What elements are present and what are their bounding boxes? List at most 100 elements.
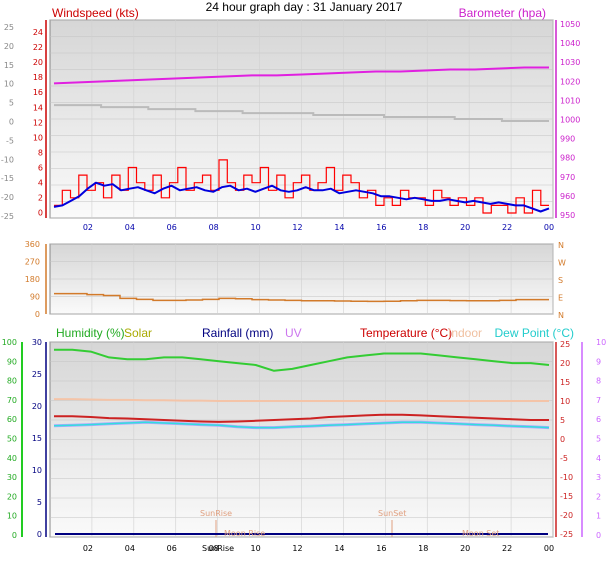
baro-right-tick: 1010 xyxy=(560,96,580,105)
humidity-left-tick: 90 xyxy=(7,357,17,366)
direction-right-tick: S xyxy=(558,276,563,285)
annotation-sunrise-axis: SunRise xyxy=(202,544,234,553)
rain-left-tick: 30 xyxy=(32,338,42,347)
outer-left-tick: 25 xyxy=(4,23,14,32)
rain-left-tick: 15 xyxy=(32,434,42,443)
temp-right-tick: -10 xyxy=(560,473,573,482)
rain-left-tick: 10 xyxy=(32,466,42,475)
temp-right-tick: -25 xyxy=(560,530,573,539)
humidity-left-tick: 30 xyxy=(7,473,17,482)
windspeed-label: Windspeed (kts) xyxy=(52,6,139,20)
legend-uv: UV xyxy=(285,326,302,340)
outer-left-tick: 5 xyxy=(9,99,14,108)
baro-right-tick: 1030 xyxy=(560,58,580,67)
wind-left-tick: 22 xyxy=(33,43,43,52)
weather-x-tick: 10 xyxy=(250,544,260,553)
baro-right-tick: 950 xyxy=(560,211,575,220)
outer-left-tick: -10 xyxy=(1,155,14,164)
wind-x-tick: 22 xyxy=(502,223,512,232)
indoor-temp-line xyxy=(54,398,549,402)
temp-right-tick: 20 xyxy=(560,359,570,368)
dewpoint-line xyxy=(53,421,550,429)
wind-left-tick: 6 xyxy=(38,163,43,172)
uv-right-tick: 4 xyxy=(596,454,601,463)
wind-x-tick: 18 xyxy=(418,223,428,232)
humidity-line xyxy=(54,348,550,372)
wind-x-tick: 08 xyxy=(209,223,219,232)
wind-left-tick: 24 xyxy=(33,28,43,37)
baro-right-tick: 1040 xyxy=(560,39,580,48)
direction-right-tick: W xyxy=(558,259,566,268)
humidity-left-tick: 10 xyxy=(7,512,17,521)
legend-rainfall: Rainfall (mm) xyxy=(202,326,273,340)
wind-x-tick: 02 xyxy=(83,223,93,232)
baro-right-tick: 980 xyxy=(560,154,575,163)
wind-left-tick: 2 xyxy=(38,194,43,203)
weather-x-tick: 16 xyxy=(376,544,386,553)
barometer-line xyxy=(53,66,549,85)
humidity-left-tick: 100 xyxy=(2,338,17,347)
temperature-line xyxy=(54,413,549,423)
wind-left-tick: 14 xyxy=(33,103,43,112)
weather-x-tick: 00 xyxy=(544,544,554,553)
uv-right-tick: 5 xyxy=(596,435,601,444)
direction-right-tick: E xyxy=(558,294,563,303)
annotation-moonrise: Moon Rise xyxy=(224,529,265,538)
wind-left-tick: 4 xyxy=(38,179,43,188)
wind-left-tick: 10 xyxy=(33,133,43,142)
wind-direction-line xyxy=(54,292,549,303)
weather-x-tick: 04 xyxy=(125,544,135,553)
annotation-sunset: SunSet xyxy=(378,509,406,518)
humidity-left-tick: 0 xyxy=(12,531,17,540)
uv-right-tick: 10 xyxy=(596,338,606,347)
direction-left-tick: 270 xyxy=(25,258,40,267)
direction-left-tick: 360 xyxy=(25,240,40,249)
weather-x-tick: 18 xyxy=(418,544,428,553)
direction-right-tick: N xyxy=(558,241,564,250)
outer-left-tick: -20 xyxy=(1,193,14,202)
barometer-label: Barometer (hpa) xyxy=(459,6,546,20)
humidity-left-tick: 40 xyxy=(7,454,17,463)
weather-x-tick: 14 xyxy=(334,544,344,553)
wind-gust-line xyxy=(54,159,549,214)
weather-x-tick: 02 xyxy=(83,544,93,553)
temp-right-tick: 25 xyxy=(560,340,570,349)
weather-x-tick: 06 xyxy=(167,544,177,553)
uv-right-tick: 1 xyxy=(596,512,601,521)
temp-right-tick: 0 xyxy=(560,435,565,444)
rain-left-tick: 5 xyxy=(37,498,42,507)
baro-right-tick: 990 xyxy=(560,135,575,144)
legend-indoor: Indoor xyxy=(448,326,482,340)
legend-temperature: Temperature (°C) xyxy=(360,326,452,340)
weather-x-tick: 20 xyxy=(460,544,470,553)
baro-right-tick: 1020 xyxy=(560,77,580,86)
weather-x-tick: 08 xyxy=(209,544,219,553)
uv-right-tick: 6 xyxy=(596,415,601,424)
uv-right-tick: 9 xyxy=(596,357,601,366)
chart-title: 24 hour graph day : 31 January 2017 xyxy=(206,0,403,14)
humidity-left-tick: 70 xyxy=(7,396,17,405)
outer-left-tick: -5 xyxy=(6,136,14,145)
uv-right-tick: 0 xyxy=(596,531,601,540)
uv-right-tick: 8 xyxy=(596,377,601,386)
wind-x-tick: 20 xyxy=(460,223,470,232)
wind-x-tick: 04 xyxy=(125,223,135,232)
rain-left-tick: 0 xyxy=(37,530,42,539)
outer-left-tick: 0 xyxy=(9,118,14,127)
baro-right-tick: 1000 xyxy=(560,116,580,125)
weather-x-tick: 22 xyxy=(502,544,512,553)
outer-left-tick: -25 xyxy=(1,212,14,221)
wind-x-tick: 14 xyxy=(334,223,344,232)
wind-left-tick: 8 xyxy=(38,148,43,157)
annotation-moonset: Moon Set xyxy=(462,529,499,538)
temp-right-tick: 5 xyxy=(560,416,565,425)
direction-right-tick: N xyxy=(558,311,564,320)
outer-left-tick: 15 xyxy=(4,61,14,70)
outer-left-tick: 10 xyxy=(4,80,14,89)
temp-right-tick: 15 xyxy=(560,378,570,387)
baro-grey-line xyxy=(54,104,549,122)
wind-left-tick: 12 xyxy=(33,118,43,127)
annotation-sunrise: SunRise xyxy=(200,509,232,518)
legend-dewpoint: Dew Point (°C) xyxy=(495,326,574,340)
rain-left-tick: 20 xyxy=(32,402,42,411)
